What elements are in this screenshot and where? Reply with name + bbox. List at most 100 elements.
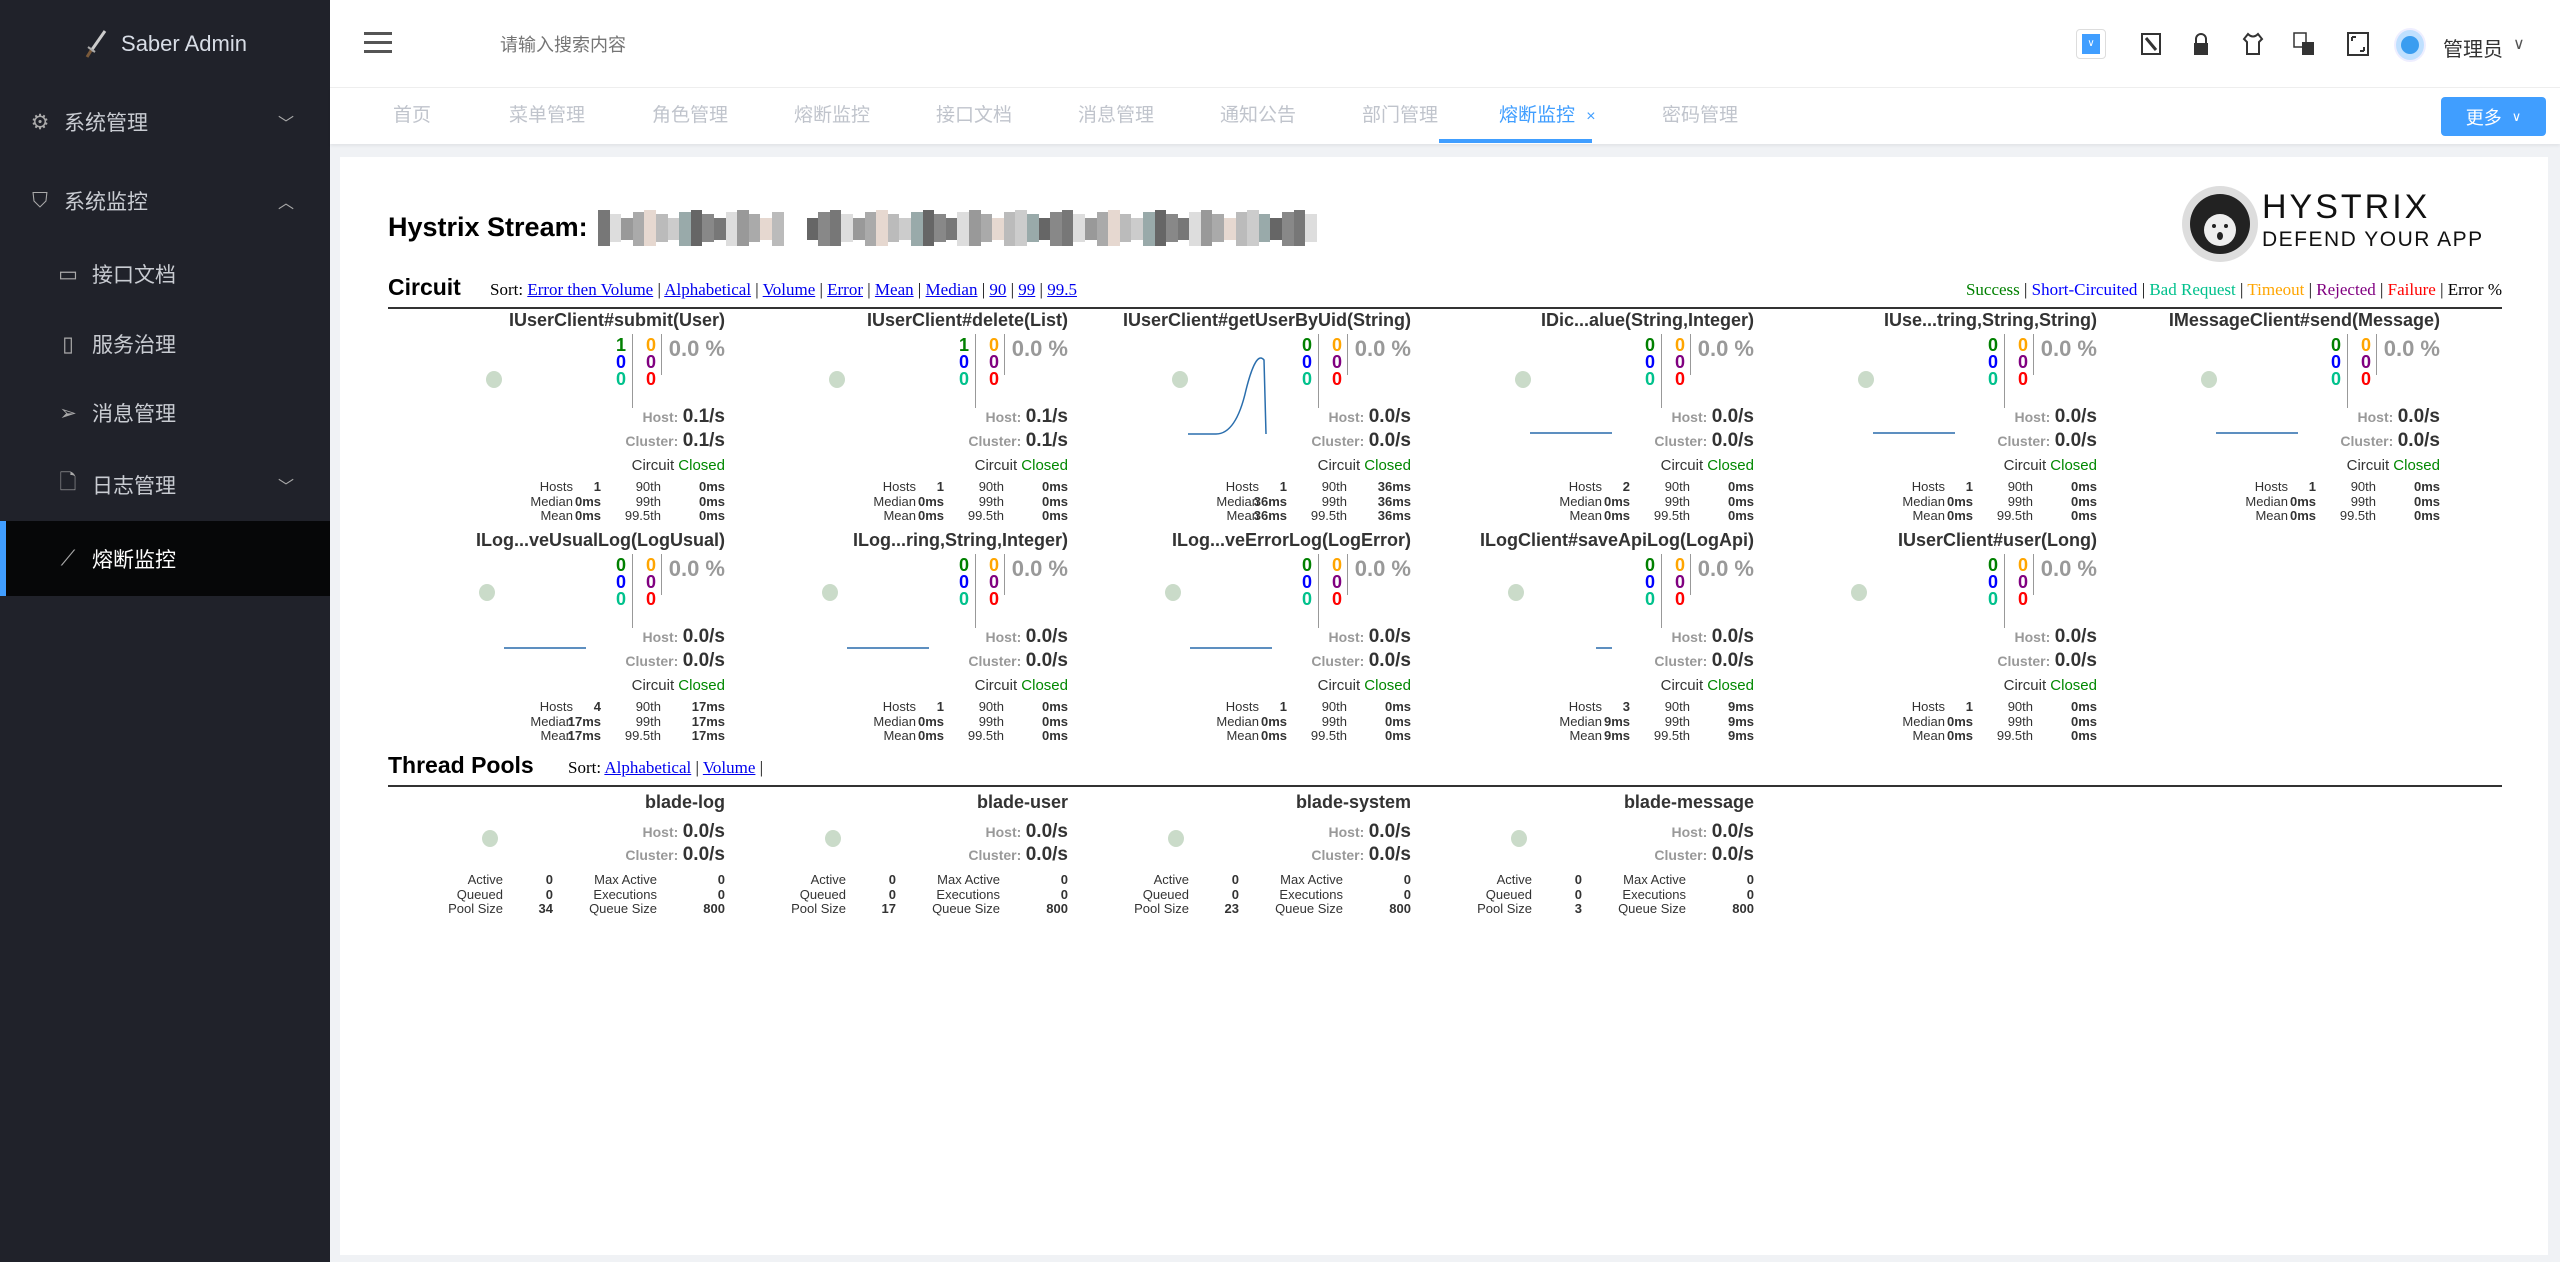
sort-link[interactable]: Error <box>827 280 864 299</box>
sort-link[interactable]: Alphabetical <box>664 280 752 299</box>
circuit-label: Circuit <box>1317 457 1361 474</box>
cluster-label: Cluster: <box>1997 653 2051 669</box>
rejected-count: 0 <box>1674 572 1685 592</box>
sidebar: Saber Admin ⚙ 系统管理 ﹀ ⛉ 系统监控 ︿ ▭ 接口文档 ▯ 服务治理 ➢ 消息管理 🗋… <box>0 0 330 1262</box>
health-circle <box>1851 584 1867 601</box>
p995-value: 0ms <box>1384 728 1411 743</box>
close-icon[interactable]: × <box>1586 108 1596 125</box>
sort-link[interactable]: Median <box>925 280 978 299</box>
hamburger-menu-icon[interactable] <box>364 32 392 54</box>
sort-link[interactable]: Error then Volume <box>527 280 654 299</box>
executions-label: Executions <box>1279 886 1343 902</box>
sidebar-item-label: 日志管理 <box>92 475 176 498</box>
sort-link[interactable]: Volume <box>762 280 816 299</box>
divider <box>2376 334 2377 375</box>
avatar[interactable] <box>2394 28 2426 62</box>
tab-6[interactable]: 通知公告 <box>1220 88 1296 144</box>
sidebar-item-0[interactable]: ⚙ 系统管理 ﹀ <box>0 87 330 157</box>
lock-icon[interactable] <box>2187 30 2215 58</box>
tools-icon[interactable] <box>2137 30 2165 58</box>
sort-link[interactable]: 99 <box>1018 280 1036 299</box>
failure-count: 0 <box>1331 369 1342 389</box>
cluster-rate: 0.0/s <box>1368 844 1411 865</box>
sort-link[interactable]: 90 <box>989 280 1007 299</box>
cluster-label: Cluster: <box>1654 653 1708 669</box>
active-value: 0 <box>545 872 553 887</box>
p995-value: 36ms <box>1377 508 1411 523</box>
tab-label: 密码管理 <box>1662 105 1739 126</box>
tab-3[interactable]: 熔断监控 <box>794 88 870 144</box>
sort-link[interactable]: Volume <box>702 758 756 777</box>
cluster-label: Cluster: <box>968 433 1022 449</box>
sidebar-item-1[interactable]: ⛉ 系统监控 ︿ <box>0 166 330 236</box>
divider <box>1661 554 1662 628</box>
p995-label: 99.5th <box>1310 728 1347 743</box>
document-icon: 🗋 <box>59 470 77 494</box>
divider <box>661 554 662 595</box>
p995-value: 0ms <box>1727 508 1754 523</box>
language-icon[interactable] <box>2290 30 2318 58</box>
p995-label: 99.5th <box>1310 508 1347 523</box>
queued-value: 0 <box>545 886 553 902</box>
success-count: 1 <box>958 335 969 355</box>
p99-label: 99th <box>635 713 661 729</box>
theme-shirt-icon[interactable] <box>2239 30 2267 58</box>
max-active-value: 0 <box>717 872 725 887</box>
tab-1[interactable]: 菜单管理 <box>509 88 585 144</box>
app-logo[interactable]: Saber Admin <box>0 0 330 88</box>
sidebar-item-5[interactable]: 🗋 日志管理 ﹀ <box>0 450 330 520</box>
sidebar-item-4[interactable]: ➢ 消息管理 <box>0 378 330 448</box>
host-label: Host: <box>1328 409 1365 425</box>
tab-label: 消息管理 <box>1078 105 1155 126</box>
divider <box>2033 334 2034 375</box>
active-label: Active <box>467 872 503 887</box>
tab-8[interactable]: 熔断监控 × <box>1499 88 1596 144</box>
circuit-name: IDic...alue(String,Integer) <box>1540 310 1754 330</box>
tab-5[interactable]: 消息管理 <box>1078 88 1154 144</box>
sidebar-item-6[interactable]: ⟋ 熔断监控 <box>0 521 330 596</box>
p90-label: 90th <box>1664 479 1690 494</box>
failure-count: 0 <box>1674 369 1685 389</box>
tab-4[interactable]: 接口文档 <box>936 88 1012 144</box>
circuit-label: Circuit <box>974 457 1018 474</box>
circuit-status: Closed <box>2050 677 2097 694</box>
host-label: Host: <box>2357 409 2394 425</box>
queue-size-value: 800 <box>1389 901 1411 916</box>
failure-count: 0 <box>645 369 656 389</box>
error-percentage: 0.0 % <box>668 336 725 361</box>
short-circuited-count: 0 <box>1644 352 1655 372</box>
sort-link[interactable]: Mean <box>874 280 914 299</box>
tab-9[interactable]: 密码管理 <box>1662 88 1738 144</box>
host-label: Host: <box>2014 629 2051 645</box>
fullscreen-icon[interactable] <box>2344 30 2372 58</box>
divider <box>632 554 633 628</box>
theme-select[interactable]: ∨ <box>2076 29 2106 59</box>
sort-link[interactable]: Alphabetical <box>604 758 692 777</box>
tab-2[interactable]: 角色管理 <box>652 88 728 144</box>
health-circle <box>486 371 502 388</box>
host-rate: 0.0/s <box>1025 821 1068 842</box>
chevron-down-icon[interactable]: ∨ <box>2513 36 2525 53</box>
cluster-rate: 0.0/s <box>1711 844 1754 865</box>
mean-label: Mean <box>1226 508 1259 523</box>
search-input[interactable] <box>500 30 900 60</box>
circuit-name: IUserClient#user(Long) <box>1897 530 2097 550</box>
host-label: Host: <box>1671 824 1708 840</box>
executions-label: Executions <box>936 886 1000 902</box>
tab-0[interactable]: 首页 <box>393 88 431 144</box>
sidebar-item-2[interactable]: ▭ 接口文档 <box>0 239 330 309</box>
queued-label: Queued <box>456 886 503 902</box>
host-rate: 0.0/s <box>682 626 725 647</box>
circuit-status: Closed <box>678 457 725 474</box>
top-header <box>330 0 2560 88</box>
more-tabs-button[interactable]: 更多 ∨ <box>2441 97 2546 136</box>
user-name[interactable]: 管理员 <box>2443 39 2503 61</box>
thread-pool-card: blade-message Host: 0.0/s Cluster: 0.0/s… <box>1411 790 1754 930</box>
sidebar-item-label: 熔断监控 <box>92 548 176 572</box>
sidebar-item-3[interactable]: ▯ 服务治理 <box>0 309 330 379</box>
sort-link[interactable]: 99.5 <box>1047 280 1077 299</box>
queued-label: Queued <box>1142 886 1189 902</box>
p99-label: 99th <box>1664 713 1690 729</box>
tab-7[interactable]: 部门管理 <box>1362 88 1438 144</box>
cluster-rate: 0.0/s <box>1711 650 1754 671</box>
